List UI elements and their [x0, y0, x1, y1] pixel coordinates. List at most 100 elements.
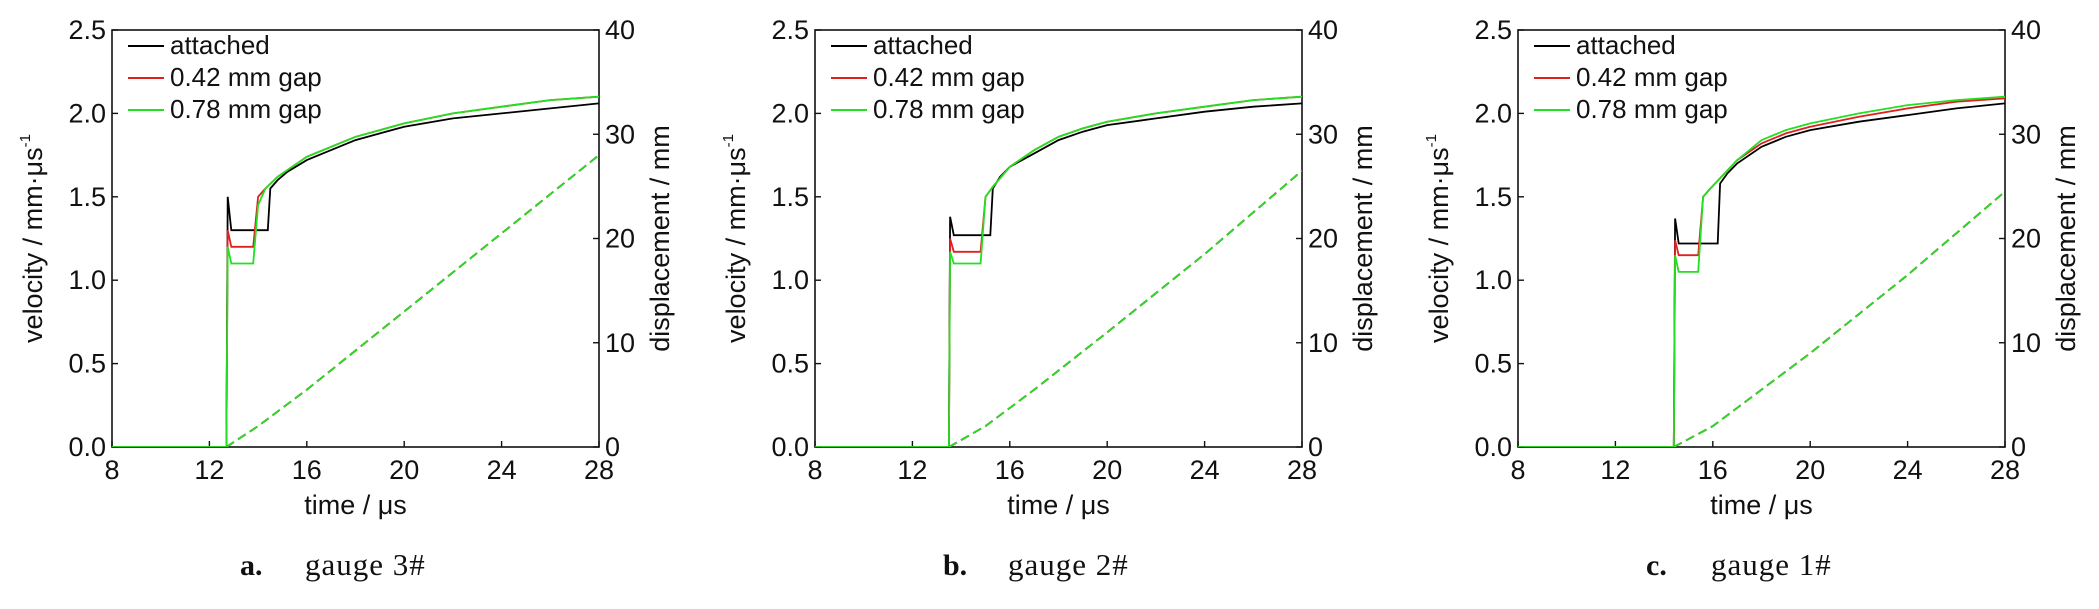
x-tick-label: 24 — [1190, 455, 1220, 485]
y-right-tick-label: 20 — [2011, 224, 2041, 254]
series-velocity-0-42-mm-gap — [815, 95, 1302, 447]
y-right-tick-label: 10 — [1308, 328, 1338, 358]
series-velocity-0-42-mm-gap — [1518, 97, 2005, 447]
x-tick-label: 20 — [1092, 455, 1122, 485]
y-left-tick-label: 0.5 — [771, 349, 809, 379]
legend-label: 0.78 mm gap — [873, 94, 1025, 124]
legend-label: attached — [170, 30, 270, 60]
y-right-tick-label: 20 — [1308, 224, 1338, 254]
y-right-axis-label: displacement / mm — [1348, 125, 1378, 352]
legend-label: 0.78 mm gap — [170, 94, 322, 124]
x-tick-label: 28 — [584, 455, 614, 485]
legend-label: attached — [1576, 30, 1676, 60]
series-displacement-0-42-mm-gap — [1673, 190, 2005, 447]
y-right-tick-label: 20 — [605, 224, 635, 254]
y-left-tick-label: 1.0 — [1474, 265, 1512, 295]
series-velocity-attached — [112, 102, 599, 447]
x-tick-label: 8 — [104, 455, 119, 485]
x-tick-label: 28 — [1990, 455, 2020, 485]
plot-frame — [1517, 29, 2006, 448]
caption-text: gauge 3# — [305, 547, 426, 582]
y-right-tick-label: 40 — [605, 15, 635, 45]
y-right-tick-label: 10 — [2011, 328, 2041, 358]
y-right-axis-label: displacement / mm — [645, 125, 675, 352]
y-right-tick-label: 30 — [2011, 119, 2041, 149]
x-axis-label: time / μs — [1007, 490, 1110, 520]
caption-text: gauge 2# — [1008, 547, 1129, 582]
series-velocity-0-78-mm-gap — [112, 95, 599, 447]
y-left-axis-exponent: -1 — [1423, 134, 1440, 147]
x-axis-label: time / μs — [1710, 490, 1813, 520]
caption-letter: a. — [240, 549, 263, 582]
x-tick-label: 12 — [897, 455, 927, 485]
series-velocity-attached — [1518, 102, 2005, 447]
y-left-tick-label: 0.5 — [68, 349, 106, 379]
x-tick-label: 24 — [1893, 455, 1923, 485]
series-velocity-attached — [815, 102, 1302, 447]
y-right-tick-label: 30 — [1308, 119, 1338, 149]
y-right-tick-label: 0 — [605, 432, 620, 462]
caption-text: gauge 1# — [1711, 547, 1832, 582]
x-tick-label: 16 — [1698, 455, 1728, 485]
x-tick-label: 8 — [1510, 455, 1525, 485]
y-right-tick-label: 40 — [2011, 15, 2041, 45]
x-tick-label: 20 — [389, 455, 419, 485]
x-tick-label: 20 — [1795, 455, 1825, 485]
y-left-tick-label: 1.0 — [771, 265, 809, 295]
caption-letter: b. — [943, 549, 967, 582]
y-right-tick-label: 0 — [2011, 432, 2026, 462]
x-tick-label: 16 — [995, 455, 1025, 485]
chart-panel-1: 8 12 16 20 24 28 0.0 0.5 1.0 1.5 2.0 2.5 0 10 20 30 40 ti… — [17, 15, 675, 582]
series-velocity-0-78-mm-gap — [1518, 95, 2005, 447]
y-left-axis-label: velocity / mm·μs-1 — [720, 134, 751, 343]
legend-label: 0.42 mm gap — [170, 62, 322, 92]
series-displacement-0-78-mm-gap — [225, 154, 599, 447]
y-right-tick-label: 30 — [605, 119, 635, 149]
series-displacement-0-42-mm-gap — [948, 170, 1302, 447]
y-left-tick-label: 1.5 — [771, 182, 809, 212]
x-tick-label: 16 — [292, 455, 322, 485]
x-tick-label: 24 — [487, 455, 517, 485]
caption-letter: c. — [1646, 549, 1667, 582]
y-right-tick-label: 0 — [1308, 432, 1323, 462]
x-axis-label: time / μs — [304, 490, 407, 520]
series-displacement-attached — [948, 170, 1302, 447]
y-left-axis-label: velocity / mm·μs-1 — [17, 134, 48, 343]
y-left-tick-label: 0.5 — [1474, 349, 1512, 379]
y-left-axis-exponent: -1 — [720, 134, 737, 147]
chart-panel-3: 8 12 16 20 24 28 0.0 0.5 1.0 1.5 2.0 2.5 0 10 20 30 40 ti… — [1423, 15, 2081, 582]
y-left-axis-exponent: -1 — [17, 134, 34, 147]
y-left-tick-label: 2.0 — [1474, 98, 1512, 128]
series-displacement-0-78-mm-gap — [948, 170, 1302, 447]
legend-label: 0.42 mm gap — [1576, 62, 1728, 92]
chart-panel-2: 8 12 16 20 24 28 0.0 0.5 1.0 1.5 2.0 2.5 0 10 20 30 40 ti… — [720, 15, 1378, 582]
y-right-tick-label: 10 — [605, 328, 635, 358]
x-tick-label: 8 — [807, 455, 822, 485]
y-left-tick-label: 2.5 — [68, 15, 106, 45]
y-left-tick-label: 2.5 — [1474, 15, 1512, 45]
x-tick-label: 28 — [1287, 455, 1317, 485]
legend-label: attached — [873, 30, 973, 60]
series-displacement-0-42-mm-gap — [225, 154, 599, 447]
y-left-tick-label: 1.5 — [68, 182, 106, 212]
legend-label: 0.78 mm gap — [1576, 94, 1728, 124]
y-left-tick-label: 2.0 — [771, 98, 809, 128]
y-left-tick-label: 2.0 — [68, 98, 106, 128]
plot-frame — [814, 29, 1303, 448]
y-left-axis-label: velocity / mm·μs-1 — [1423, 134, 1454, 343]
y-left-tick-label: 1.5 — [1474, 182, 1512, 212]
y-left-tick-label: 2.5 — [771, 15, 809, 45]
x-tick-label: 12 — [194, 455, 224, 485]
x-tick-label: 12 — [1600, 455, 1630, 485]
y-left-tick-label: 0.0 — [68, 432, 106, 462]
series-velocity-0-42-mm-gap — [112, 95, 599, 447]
plot-frame — [111, 29, 600, 448]
y-left-tick-label: 1.0 — [68, 265, 106, 295]
y-right-axis-label: displacement / mm — [2051, 125, 2081, 352]
y-left-tick-label: 0.0 — [771, 432, 809, 462]
series-velocity-0-78-mm-gap — [815, 95, 1302, 447]
